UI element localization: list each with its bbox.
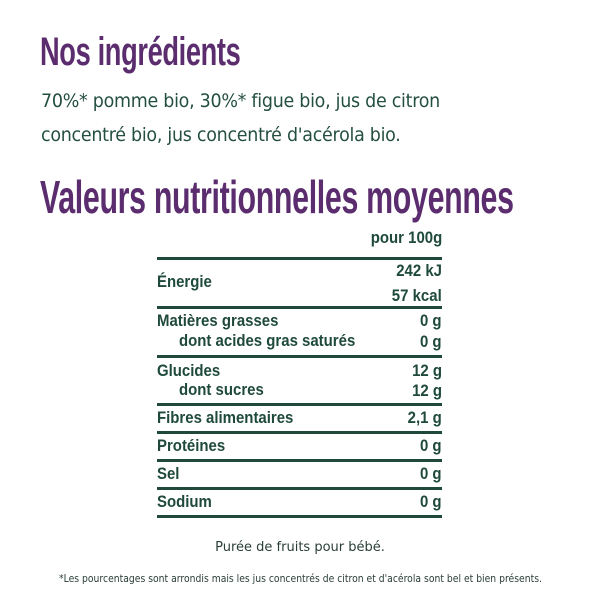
divider [157, 515, 442, 518]
row-value: 12 g [412, 361, 442, 380]
row-label: dont sucres [179, 380, 264, 399]
row-value: 0 g [420, 332, 442, 351]
row-label: Sel [157, 464, 180, 483]
row-value: 0 g [420, 492, 442, 511]
row-value: 242 kJ [396, 261, 442, 280]
footnote-text: *Les pourcentages sont arrondis mais les… [58, 572, 542, 585]
ingredients-line-2: concentré bio, jus concentré d'acérola b… [41, 124, 401, 146]
row-value: 2,1 g [407, 408, 442, 427]
row-value: 0 g [420, 464, 442, 483]
divider [157, 403, 442, 406]
row-value: 0 g [420, 436, 442, 455]
row-label: Glucides [157, 361, 221, 380]
row-label: Protéines [157, 436, 226, 455]
nutrition-title: Valeurs nutritionnelles moyennes [40, 171, 514, 223]
product-description: Purée de fruits pour bébé. [215, 540, 385, 555]
row-label: Fibres alimentaires [157, 408, 294, 427]
row-value: 57 kcal [392, 286, 442, 305]
row-label: Énergie [157, 272, 212, 291]
column-header: pour 100g [370, 228, 443, 247]
row-label: Sodium [157, 492, 212, 511]
divider [157, 355, 442, 358]
divider [157, 257, 442, 260]
row-label: Matières grasses [157, 311, 279, 330]
divider [157, 306, 442, 309]
row-label: dont acides gras saturés [179, 331, 356, 350]
row-value: 12 g [412, 381, 442, 400]
footnote: *Les pourcentages sont arrondis mais les… [0, 572, 600, 585]
ingredients-line-1: 70%* pomme bio, 30%* figue bio, jus de c… [41, 90, 440, 112]
divider [157, 459, 442, 462]
row-value: 0 g [420, 311, 442, 330]
ingredients-list: 70%* pomme bio, 30%* figue bio, jus de c… [41, 84, 561, 152]
divider [157, 431, 442, 434]
ingredients-title: Nos ingrédients [40, 30, 241, 74]
divider [157, 487, 442, 490]
